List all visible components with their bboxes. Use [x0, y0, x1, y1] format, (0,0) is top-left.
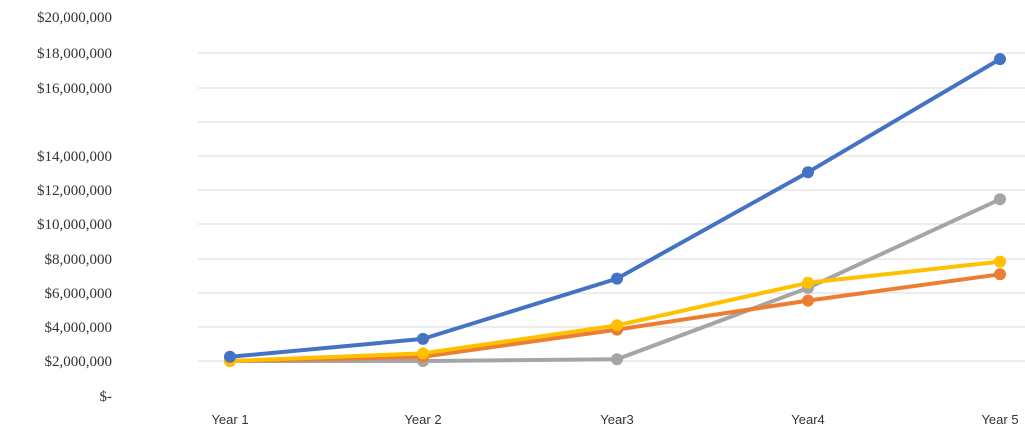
series-3 [224, 255, 1006, 367]
data-point [994, 53, 1006, 66]
data-point [802, 276, 814, 289]
y-tick-label: $16,000,000 [37, 81, 112, 97]
y-tick-label: $2,000,000 [45, 354, 113, 370]
data-point [994, 255, 1006, 268]
y-tick-label: $18,000,000 [37, 46, 112, 62]
y-tick-label: $14,000,000 [37, 149, 112, 165]
y-tick-label: $4,000,000 [45, 320, 113, 336]
data-point [224, 350, 236, 363]
y-tick-label: $6,000,000 [45, 286, 113, 302]
data-point [417, 347, 429, 360]
series-0 [224, 53, 1006, 363]
y-tick-label: $12,000,000 [37, 183, 112, 199]
data-point [994, 268, 1006, 281]
x-tick-label: Year4 [791, 412, 825, 427]
x-tick-label: Year3 [600, 412, 634, 427]
series-lines [224, 53, 1006, 367]
data-point [611, 319, 623, 332]
data-point [994, 193, 1006, 206]
data-point [802, 294, 814, 307]
x-tick-label: Year 5 [981, 412, 1018, 427]
data-point [611, 353, 623, 366]
x-tick-label: Year 1 [211, 412, 248, 427]
x-tick-label: Year 2 [404, 412, 441, 427]
data-point [802, 166, 814, 179]
y-axis-tick-labels: $20,000,000 $18,000,000 $16,000,000 $14,000… [37, 10, 112, 405]
y-tick-label: $- [100, 389, 113, 405]
x-axis-tick-labels: Year 1 Year 2 Year3 Year4 Year 5 [211, 412, 1018, 427]
gridlines [198, 52, 1025, 362]
data-point [417, 332, 429, 345]
y-tick-label: $20,000,000 [37, 10, 112, 26]
data-point [611, 272, 623, 285]
y-tick-label: $8,000,000 [45, 252, 113, 268]
y-tick-label: $10,000,000 [37, 217, 112, 233]
series-line [228, 57, 1002, 359]
